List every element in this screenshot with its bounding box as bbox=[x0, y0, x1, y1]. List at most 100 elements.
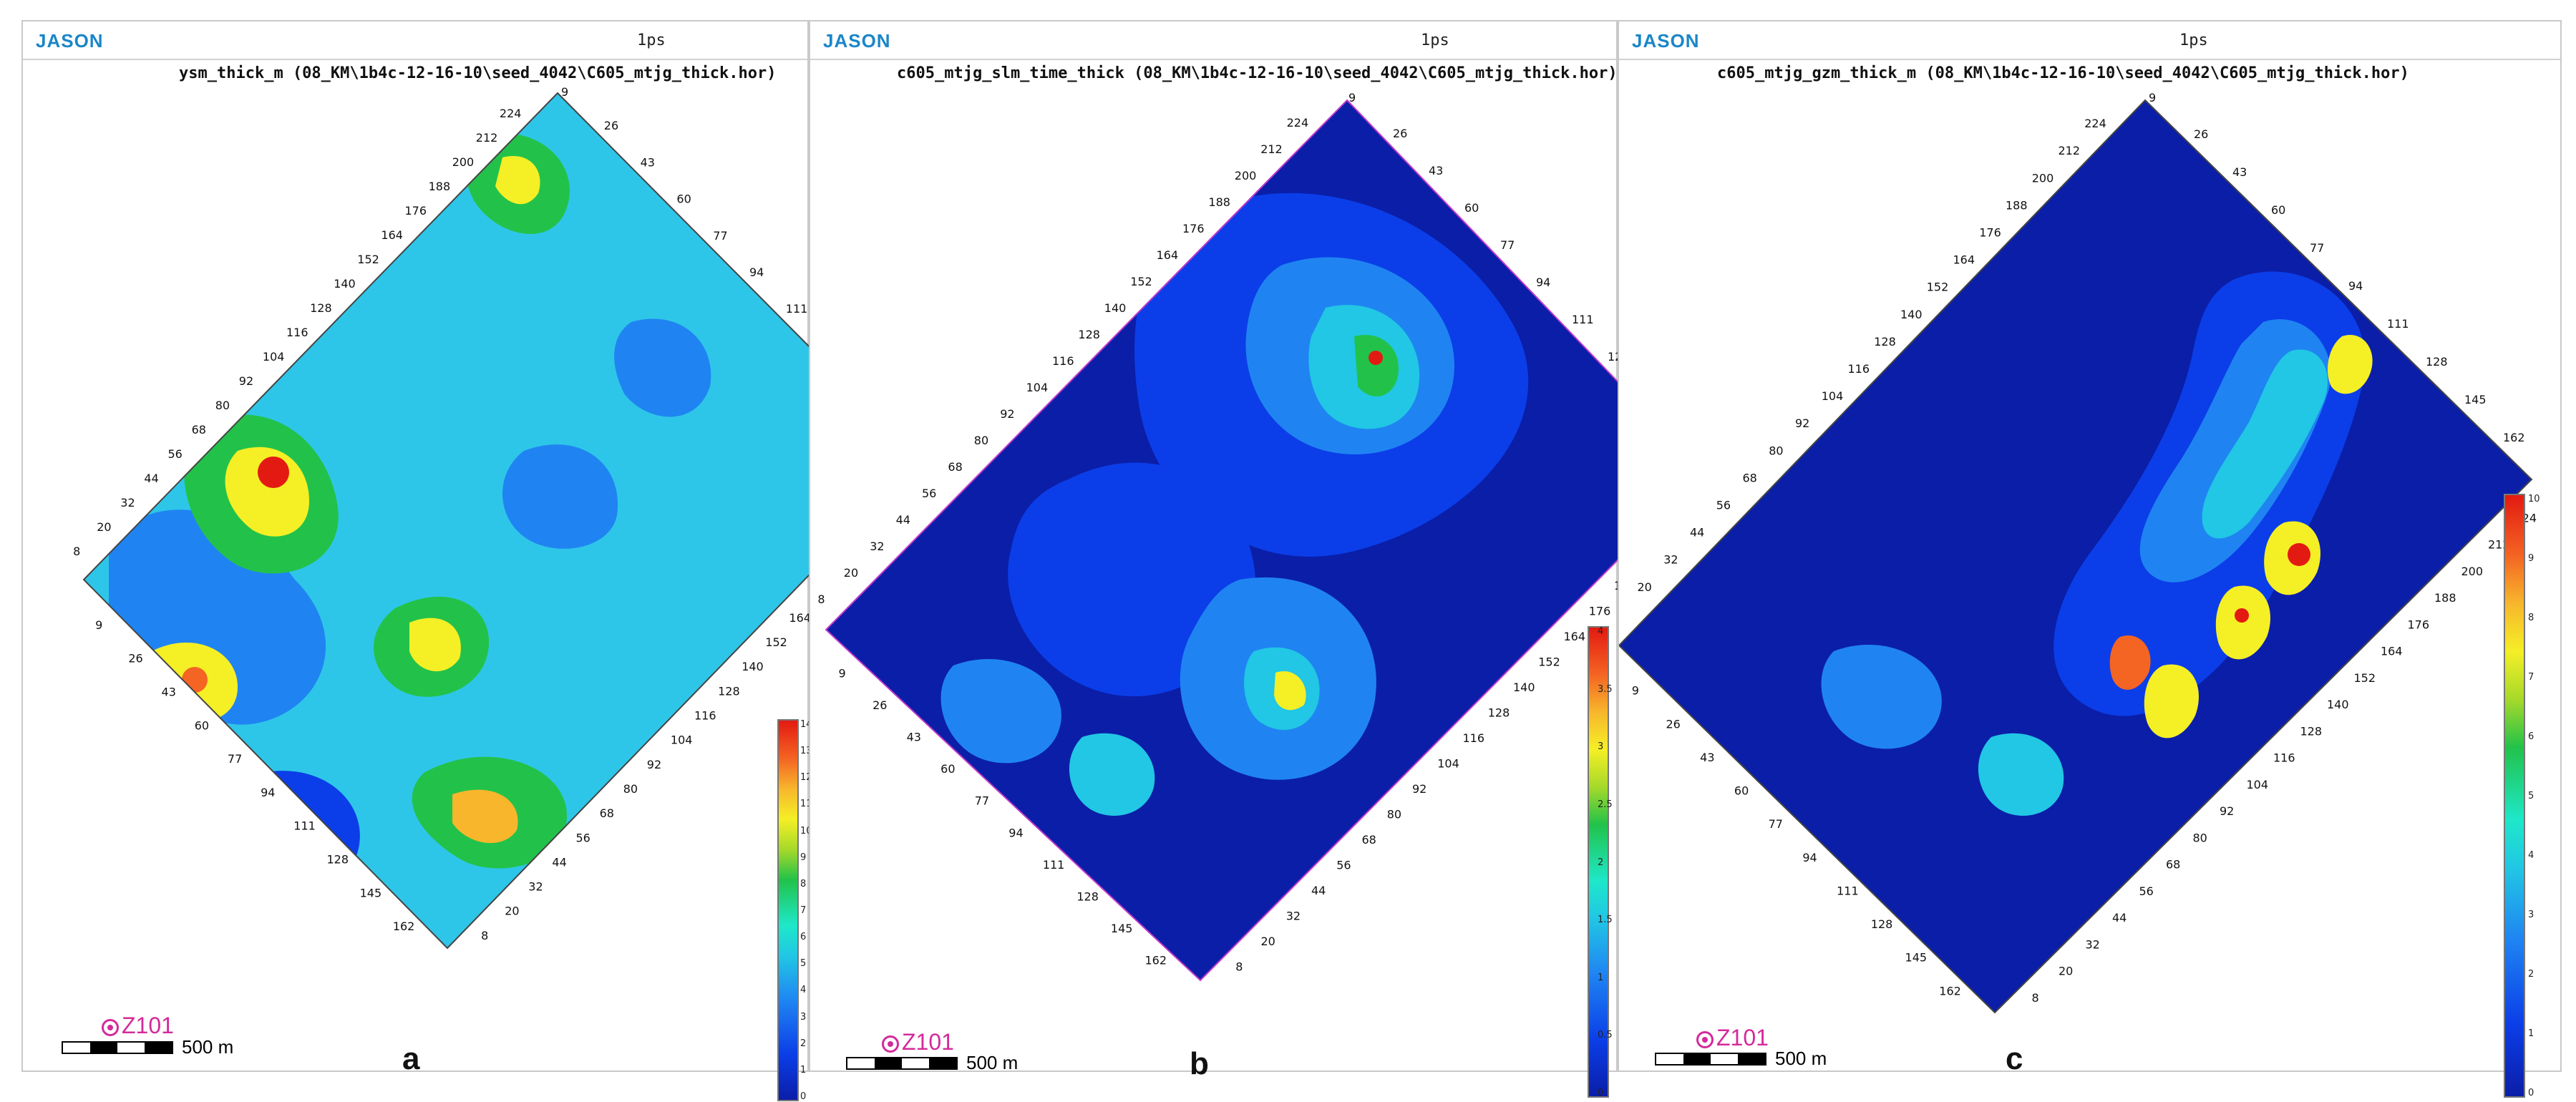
inline-label: 20 bbox=[97, 520, 111, 534]
well-marker: Z101 bbox=[102, 1013, 174, 1039]
color-legend bbox=[1588, 626, 1609, 1098]
crossline-label: 43 bbox=[162, 685, 176, 698]
crossline-label: 94 bbox=[1008, 826, 1023, 839]
crossline-label: 77 bbox=[1769, 817, 1783, 831]
color-legend bbox=[777, 719, 799, 1101]
inline-label: 80 bbox=[1387, 808, 1401, 821]
thickness-map-b[interactable]: 9 22421220018817616415214012811610492806… bbox=[810, 21, 1619, 1073]
legend-tick: 3 bbox=[2528, 910, 2534, 920]
inline-label: 152 bbox=[1927, 281, 1949, 294]
inline-label: 188 bbox=[2434, 591, 2456, 605]
inline-label: 32 bbox=[2086, 937, 2100, 951]
crossline-label: 26 bbox=[128, 652, 142, 665]
inline-label: 128 bbox=[1874, 335, 1896, 348]
inline-label: 212 bbox=[1260, 142, 1283, 156]
crossline-label: 26 bbox=[604, 119, 618, 132]
inline-label: 92 bbox=[647, 758, 661, 771]
inline-label: 176 bbox=[1589, 605, 1611, 618]
inline-label: 140 bbox=[1513, 681, 1535, 694]
inline-label: 224 bbox=[500, 107, 522, 120]
legend-tick: 2 bbox=[1598, 857, 1604, 868]
inline-label: 212 bbox=[2059, 144, 2081, 157]
crossline-label: 111 bbox=[1837, 884, 1859, 897]
legend-tick: 5 bbox=[800, 958, 807, 970]
inline-label: 80 bbox=[974, 434, 988, 447]
inline-label: 152 bbox=[1130, 275, 1152, 288]
legend-tick: 8 bbox=[800, 878, 807, 889]
map-title: c605_mtjg_gzm_thick_m (08_KM\1b4c-12-16-… bbox=[1717, 64, 2409, 82]
inline-label: 104 bbox=[1437, 757, 1459, 771]
crossline-label: 162 bbox=[1144, 953, 1167, 967]
well-icon bbox=[102, 1018, 119, 1036]
inline-label: 92 bbox=[2220, 804, 2234, 818]
inline-label: 140 bbox=[742, 660, 764, 673]
panel-letter: c bbox=[2006, 1041, 2023, 1076]
crossline-label: 94 bbox=[1802, 851, 1817, 864]
scale-label: 500 m bbox=[966, 1052, 1019, 1073]
inline-label: 176 bbox=[1182, 222, 1205, 235]
legend-tick: 1 bbox=[800, 1064, 807, 1076]
inline-label: 104 bbox=[671, 733, 693, 747]
inline-label: 164 bbox=[1564, 630, 1586, 643]
legend-tick: 6 bbox=[2528, 731, 2534, 742]
crossline-label: 43 bbox=[907, 731, 921, 744]
inline-label: 164 bbox=[789, 611, 810, 625]
thickness-map-c[interactable]: 9 22421220018817616415214012811610492806… bbox=[1619, 21, 2563, 1073]
legend-tick: 0 bbox=[2528, 1088, 2534, 1098]
thickness-map-a[interactable]: 9 22421220018817616415214012811610492806… bbox=[23, 21, 810, 1073]
crossline-label: 77 bbox=[2310, 241, 2324, 255]
inline-label: 104 bbox=[2247, 778, 2269, 791]
inline-label: 176 bbox=[1979, 226, 2001, 240]
crossline-label: 162 bbox=[1939, 984, 1961, 998]
inline-label: 92 bbox=[239, 374, 253, 388]
crossline-label: 94 bbox=[1536, 276, 1550, 289]
inline-label: 140 bbox=[2327, 698, 2349, 711]
crossline-label: 60 bbox=[1734, 784, 1749, 798]
crossline-label: 162 bbox=[393, 920, 415, 933]
well-name: Z101 bbox=[1716, 1025, 1769, 1050]
unit-label: 1ps bbox=[637, 31, 666, 49]
inline-label: 68 bbox=[2166, 858, 2180, 872]
inline-label: 104 bbox=[263, 350, 285, 364]
crossline-label: 43 bbox=[1700, 751, 1714, 764]
map-title: ysm_thick_m (08_KM\1b4c-12-16-10\seed_40… bbox=[179, 64, 777, 82]
legend-tick: 2.5 bbox=[1598, 799, 1613, 810]
inline-label: 176 bbox=[2408, 618, 2430, 631]
inline-label: 80 bbox=[2193, 831, 2207, 844]
panel-letter: a bbox=[402, 1041, 420, 1076]
inline-label: 164 bbox=[1157, 248, 1179, 262]
unit-label: 1ps bbox=[2179, 31, 2208, 49]
inline-label: 68 bbox=[1743, 471, 1757, 484]
inline-label: 80 bbox=[1769, 444, 1783, 457]
inline-label: 128 bbox=[718, 684, 740, 698]
crossline-label: 128 bbox=[1608, 350, 1619, 364]
crossline-label: 94 bbox=[2348, 279, 2363, 293]
crossline-label: 111 bbox=[293, 819, 316, 833]
crossline-label: 60 bbox=[1464, 201, 1479, 215]
crossline-label: 77 bbox=[975, 794, 989, 808]
crossline-label: 128 bbox=[1871, 917, 1893, 931]
legend-tick: 0 bbox=[1598, 1088, 1604, 1098]
legend-tick: 9 bbox=[800, 852, 807, 863]
crossline-label: 77 bbox=[228, 752, 242, 766]
inline-label: 56 bbox=[922, 487, 936, 500]
inline-label: 32 bbox=[120, 496, 135, 509]
inline-label: 32 bbox=[528, 880, 543, 894]
crossline-label: 162 bbox=[2503, 431, 2525, 444]
inline-label: 20 bbox=[1638, 580, 1652, 594]
inline-label: 128 bbox=[1078, 328, 1100, 341]
inline-label: 32 bbox=[1286, 910, 1301, 923]
inline-label: 164 bbox=[381, 228, 403, 242]
inline-label: 188 bbox=[1614, 579, 1619, 593]
inline-label: 8 bbox=[481, 929, 488, 942]
well-marker: Z101 bbox=[1696, 1025, 1769, 1051]
inline-label: 152 bbox=[1538, 655, 1560, 669]
inline-label: 104 bbox=[1822, 389, 1844, 403]
inline-label: 56 bbox=[2139, 884, 2154, 898]
crossline-label: 43 bbox=[2232, 165, 2247, 179]
scale-bar: 500 m bbox=[62, 1036, 233, 1058]
crossline-label: 26 bbox=[1666, 717, 1680, 731]
crossline-label: 9 bbox=[839, 667, 846, 681]
crossline-label: 9 bbox=[1632, 684, 1639, 698]
inline-label: 176 bbox=[405, 204, 427, 218]
